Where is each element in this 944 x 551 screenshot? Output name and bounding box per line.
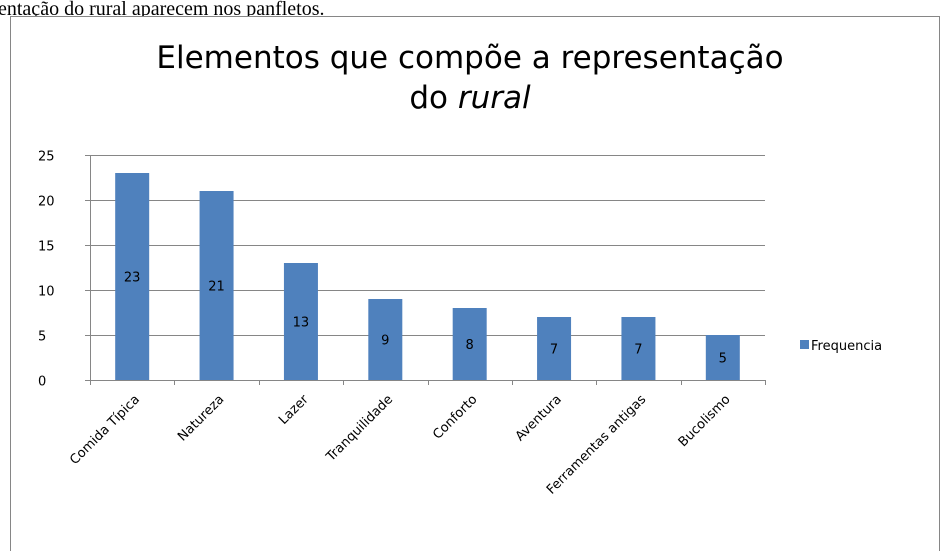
bar — [705, 335, 740, 380]
bar — [199, 191, 234, 380]
chart-title: do rural — [409, 80, 531, 116]
caption-fragment: entação do rural aparecem nos panfletos. — [0, 0, 325, 20]
data-label: 5 — [719, 352, 727, 367]
bar — [283, 263, 318, 380]
chart-title-part: rural — [458, 80, 531, 116]
y-tick-label: 15 — [38, 240, 55, 255]
data-label: 13 — [293, 316, 310, 331]
data-label: 23 — [124, 271, 141, 286]
bar — [452, 308, 487, 380]
bar — [115, 173, 150, 380]
data-label: 9 — [381, 334, 389, 349]
legend-swatch — [800, 340, 809, 349]
data-label: 21 — [208, 280, 225, 295]
legend-label: Frequencia — [811, 339, 882, 354]
bar — [621, 317, 656, 380]
y-tick-label: 0 — [38, 375, 46, 390]
chart-frame — [10, 16, 940, 551]
y-tick-label: 10 — [38, 285, 55, 300]
data-label: 8 — [466, 338, 474, 353]
y-tick-label: 5 — [38, 330, 46, 345]
bar — [537, 317, 572, 380]
data-label: 7 — [634, 343, 642, 358]
data-label: 7 — [550, 343, 558, 358]
chart-title-part: do — [409, 80, 448, 116]
chart-title: Elementos que compõe a representação — [156, 40, 783, 76]
y-tick-label: 20 — [38, 195, 55, 210]
bar — [368, 299, 403, 380]
y-tick-label: 25 — [38, 150, 55, 165]
